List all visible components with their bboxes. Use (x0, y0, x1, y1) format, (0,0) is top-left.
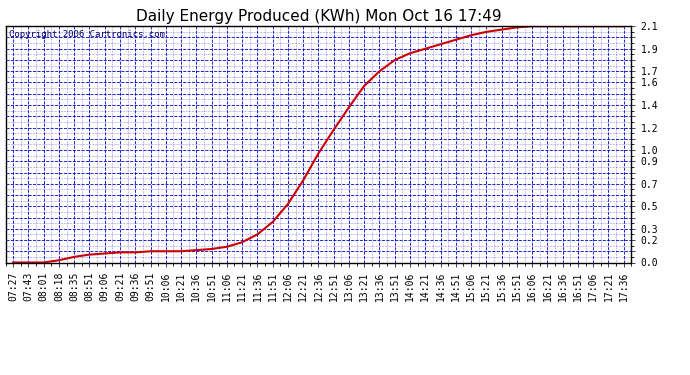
Text: Copyright 2006 Cartronics.com: Copyright 2006 Cartronics.com (9, 30, 164, 39)
Title: Daily Energy Produced (KWh) Mon Oct 16 17:49: Daily Energy Produced (KWh) Mon Oct 16 1… (136, 9, 501, 24)
